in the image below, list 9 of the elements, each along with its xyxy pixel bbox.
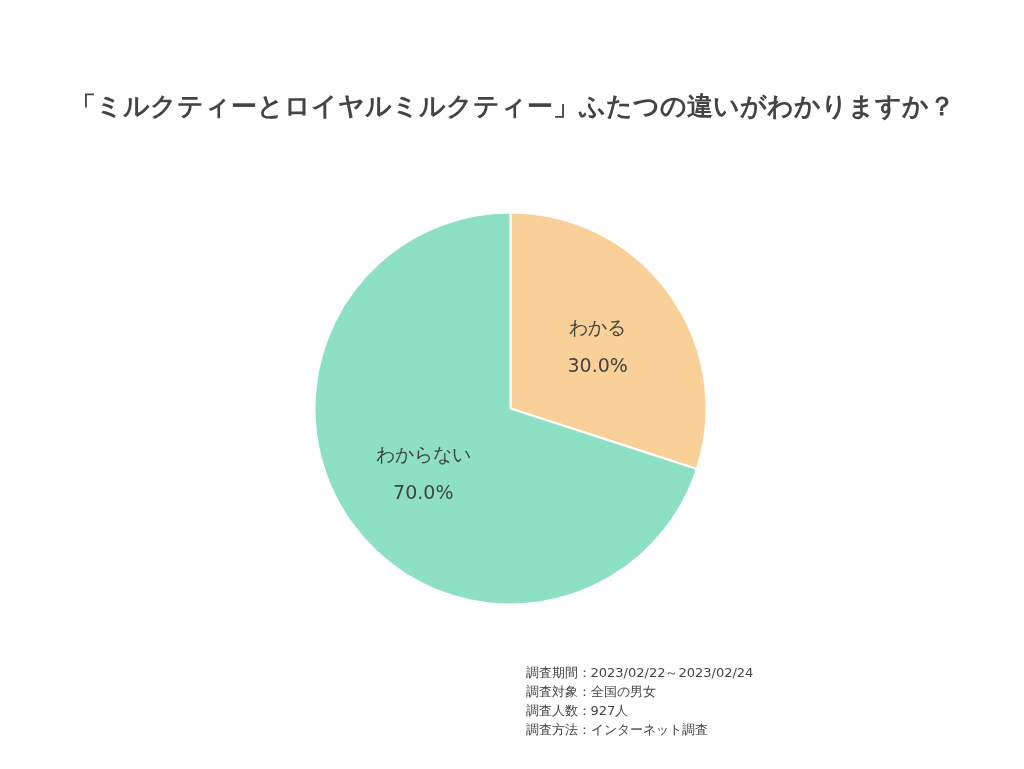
- text: 調査期間：2023/02/22～2023/02/24: [525, 665, 754, 680]
- slice-label: わかる: [569, 316, 627, 339]
- text: 調査人数：927人: [525, 703, 629, 718]
- data-label: 30.0%: [567, 354, 628, 377]
- text: 調査方法：インターネット調査: [525, 722, 708, 737]
- chart-title: 「ミルクティーとロイヤルミルクティー」ふたつの違いがわかりますか？: [70, 90, 955, 121]
- slice-label: わからない: [375, 442, 471, 465]
- data-label: 70.0%: [393, 480, 454, 503]
- text: 調査対象：全国の男女: [525, 684, 656, 699]
